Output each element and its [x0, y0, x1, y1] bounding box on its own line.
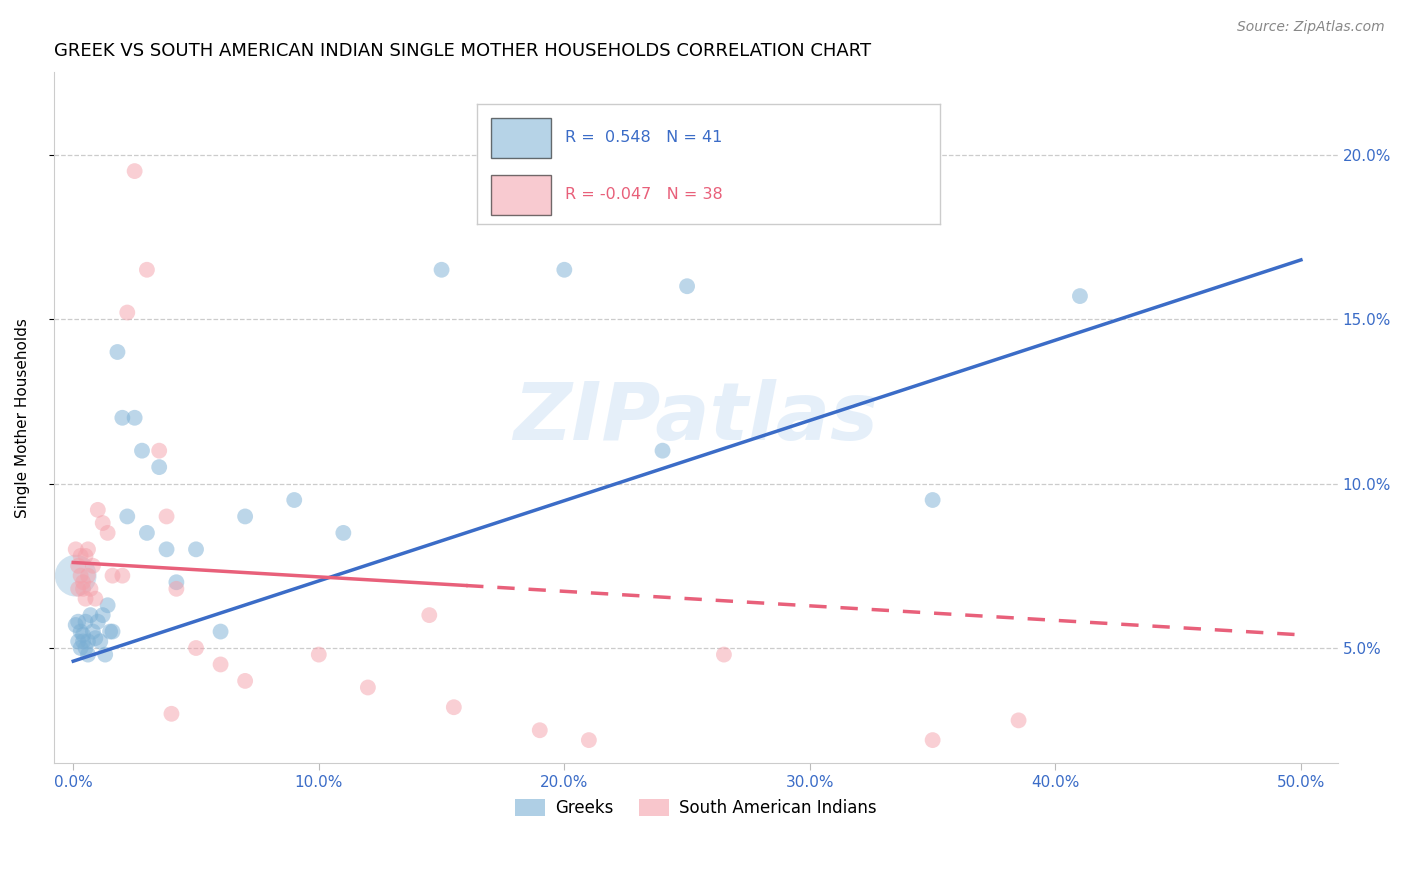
Point: [308, 648, 330, 662]
Point: [91, 516, 114, 530]
Point: [72, 575, 94, 590]
Point: [69, 624, 91, 639]
Point: [77, 568, 100, 582]
Point: [148, 460, 170, 475]
Point: [209, 624, 232, 639]
Point: [75, 549, 97, 563]
Point: [283, 493, 305, 508]
Point: [87, 503, 110, 517]
Point: [124, 410, 146, 425]
Point: [69, 640, 91, 655]
Legend: Greeks, South American Indians: Greeks, South American Indians: [509, 792, 883, 824]
Point: [67, 615, 90, 629]
Point: [111, 410, 134, 425]
Point: [65, 542, 87, 557]
Point: [72, 628, 94, 642]
Point: [184, 640, 207, 655]
Point: [87, 615, 110, 629]
Point: [84, 631, 107, 645]
Point: [651, 443, 673, 458]
Point: [82, 558, 104, 573]
Y-axis label: Single Mother Households: Single Mother Households: [15, 318, 30, 517]
Point: [82, 624, 104, 639]
Point: [72, 582, 94, 596]
Point: [165, 575, 187, 590]
Point: [443, 700, 465, 714]
Point: [75, 591, 97, 606]
Point: [89, 634, 111, 648]
Point: [77, 542, 100, 557]
Point: [430, 262, 453, 277]
Point: [148, 443, 170, 458]
Point: [107, 345, 129, 359]
Point: [357, 681, 380, 695]
Point: [155, 542, 177, 557]
Point: [79, 608, 101, 623]
Point: [418, 608, 440, 623]
Point: [84, 591, 107, 606]
Point: [111, 568, 134, 582]
Point: [233, 509, 256, 524]
Text: Source: ZipAtlas.com: Source: ZipAtlas.com: [1237, 20, 1385, 34]
Point: [117, 509, 139, 524]
Point: [98, 624, 121, 639]
Point: [94, 648, 117, 662]
Point: [184, 542, 207, 557]
Point: [75, 640, 97, 655]
Point: [77, 634, 100, 648]
Point: [69, 549, 91, 563]
Point: [67, 558, 90, 573]
Point: [1069, 289, 1091, 303]
Point: [676, 279, 699, 293]
Point: [97, 525, 120, 540]
Point: [101, 624, 124, 639]
Point: [578, 733, 600, 747]
Point: [1007, 714, 1029, 728]
Point: [332, 525, 354, 540]
Point: [529, 723, 551, 738]
Point: [91, 608, 114, 623]
Point: [65, 618, 87, 632]
Point: [209, 657, 232, 672]
Point: [79, 582, 101, 596]
Point: [77, 648, 100, 662]
Text: GREEK VS SOUTH AMERICAN INDIAN SINGLE MOTHER HOUSEHOLDS CORRELATION CHART: GREEK VS SOUTH AMERICAN INDIAN SINGLE MO…: [53, 42, 870, 60]
Point: [155, 509, 177, 524]
Point: [67, 582, 90, 596]
Point: [101, 568, 124, 582]
Point: [713, 648, 735, 662]
Point: [124, 164, 146, 178]
Point: [165, 582, 187, 596]
Point: [65, 568, 87, 582]
Point: [553, 262, 575, 277]
Point: [69, 568, 91, 582]
Point: [160, 706, 183, 721]
Point: [72, 634, 94, 648]
Point: [135, 262, 157, 277]
Point: [117, 305, 139, 319]
Point: [131, 443, 153, 458]
Point: [921, 493, 943, 508]
Point: [97, 599, 120, 613]
Point: [233, 673, 256, 688]
Point: [67, 634, 90, 648]
Text: ZIPatlas: ZIPatlas: [513, 379, 879, 457]
Point: [75, 615, 97, 629]
Point: [135, 525, 157, 540]
Point: [921, 733, 943, 747]
